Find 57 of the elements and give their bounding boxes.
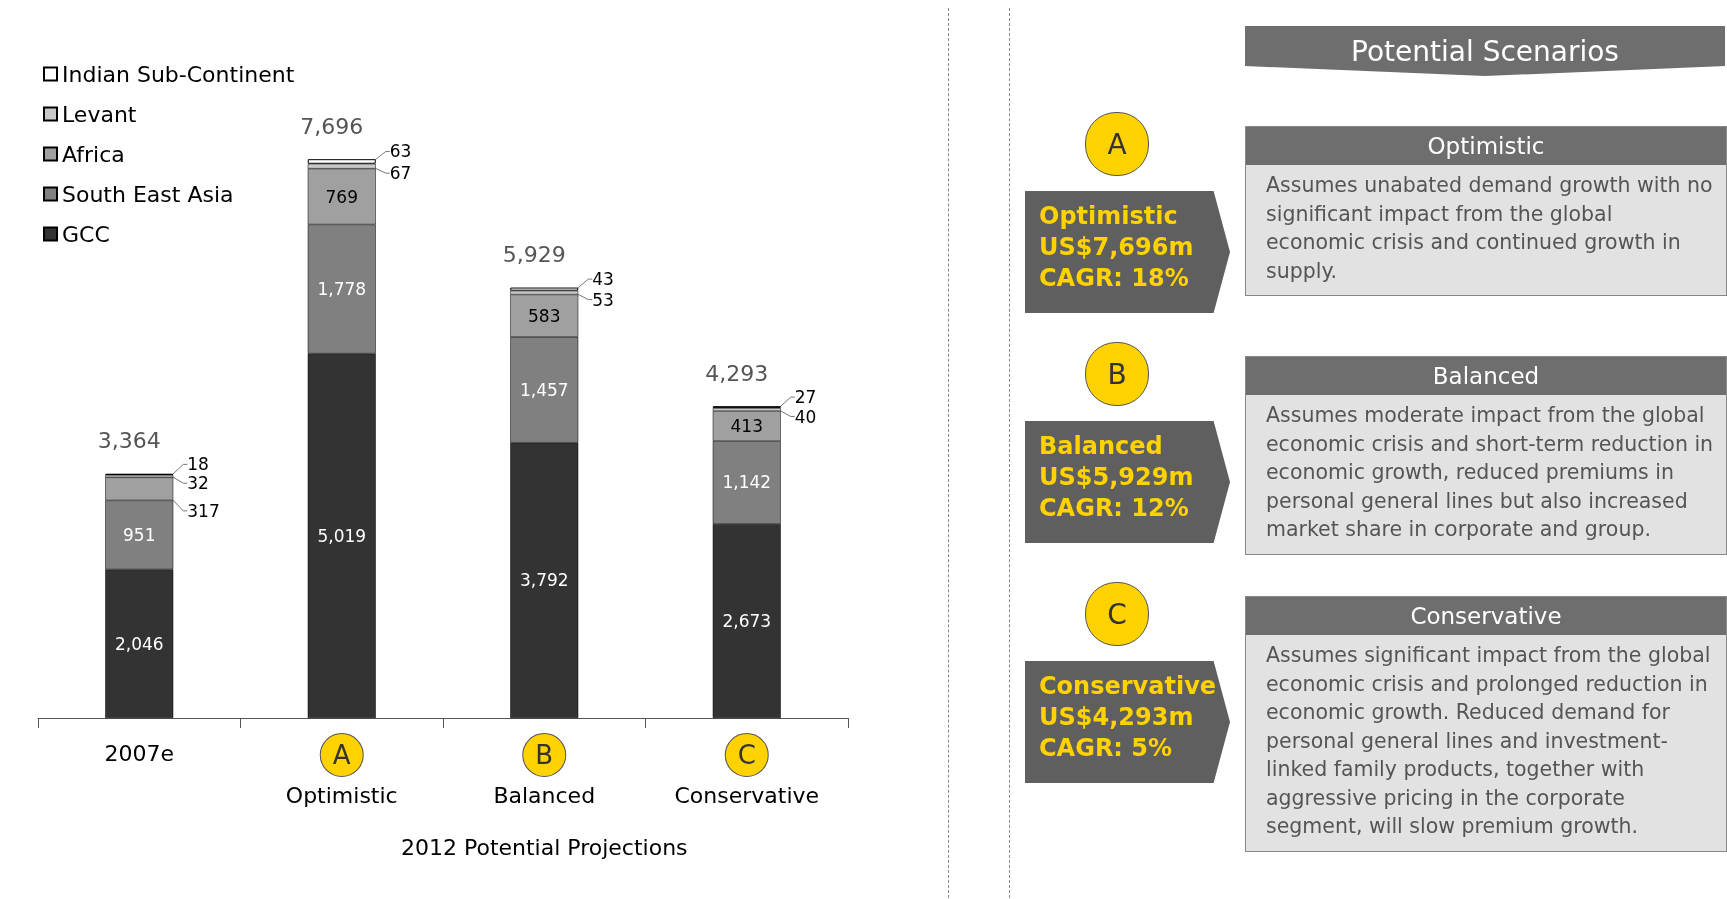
data-label: 53 xyxy=(592,289,614,310)
text: Assumes significant impact from the global economic crisis and prolonged reduction in economic growth. Reduced demand for personal general lines and investment-linked family products, together with aggressive pricing in the corporate segment, will slow premium growth. xyxy=(1265,642,1712,840)
data-label: 769 xyxy=(325,186,358,207)
text: Optimistic xyxy=(1246,127,1726,165)
text: US$4,293m xyxy=(1039,702,1195,733)
bar xyxy=(510,287,579,291)
text: A xyxy=(1085,112,1149,176)
text: B xyxy=(535,740,554,770)
legend-label: Africa xyxy=(62,141,125,167)
text: CAGR: 18% xyxy=(1039,263,1190,294)
data-label: 1,457 xyxy=(519,379,569,400)
data-label: 63 xyxy=(389,141,412,162)
data-label: 317 xyxy=(187,500,220,521)
text: Conservative xyxy=(1246,597,1726,635)
total-label: 5,929 xyxy=(502,242,566,268)
legend-label: GCC xyxy=(62,221,110,247)
text: B xyxy=(1085,342,1149,406)
text: US$7,696m xyxy=(1039,232,1195,263)
data-label: 583 xyxy=(528,305,561,326)
data-label: 951 xyxy=(123,524,156,545)
data-label: 2,046 xyxy=(114,633,164,654)
total-label: 4,293 xyxy=(705,360,769,386)
data-label: 40 xyxy=(794,406,817,427)
x-axis-title: 2012 Potential Projections xyxy=(400,834,688,860)
text: Conservative xyxy=(1039,671,1218,702)
x-tick-label: 2007e xyxy=(104,740,175,766)
text: CAGR: 12% xyxy=(1039,493,1190,524)
text: C xyxy=(1085,582,1149,646)
total-label: 7,696 xyxy=(300,113,364,139)
text: US$5,929m xyxy=(1039,462,1195,493)
x-tick-label: Optimistic xyxy=(285,782,398,808)
text: Assumes unabated demand growth with no significant impact from the global economic crisis and continued growth in supply. xyxy=(1265,172,1714,285)
text: Balanced xyxy=(1039,431,1164,462)
data-label: 67 xyxy=(389,163,412,184)
text: C xyxy=(737,740,756,770)
data-label: 43 xyxy=(592,269,614,290)
data-label: 5,019 xyxy=(317,525,367,546)
data-label: 27 xyxy=(794,387,817,408)
legend-label: South East Asia xyxy=(62,181,234,207)
data-label: 18 xyxy=(187,454,209,475)
text: Balanced xyxy=(1246,357,1726,395)
data-label: 1,142 xyxy=(722,472,772,493)
data-label: 413 xyxy=(730,415,763,436)
text: Assumes moderate impact from the global economic crisis and short-term reduction in economic growth, reduced premiums in personal general lines but also increased market share in corporate and group. xyxy=(1265,402,1715,543)
legend-label: Indian Sub-Continent xyxy=(62,61,295,87)
text: A xyxy=(332,740,351,770)
total-label: 3,364 xyxy=(97,428,161,454)
x-tick-label: Conservative xyxy=(674,782,820,808)
text: CAGR: 5% xyxy=(1039,733,1174,764)
legend-label: Levant xyxy=(62,101,137,127)
data-label: 2,673 xyxy=(722,610,772,631)
text: Optimistic xyxy=(1039,201,1179,232)
data-label: 32 xyxy=(187,473,209,494)
data-label: 1,778 xyxy=(317,279,367,300)
x-tick-label: Balanced xyxy=(493,782,596,808)
text: Potential Scenarios xyxy=(1245,26,1725,76)
data-label: 3,792 xyxy=(519,570,569,591)
